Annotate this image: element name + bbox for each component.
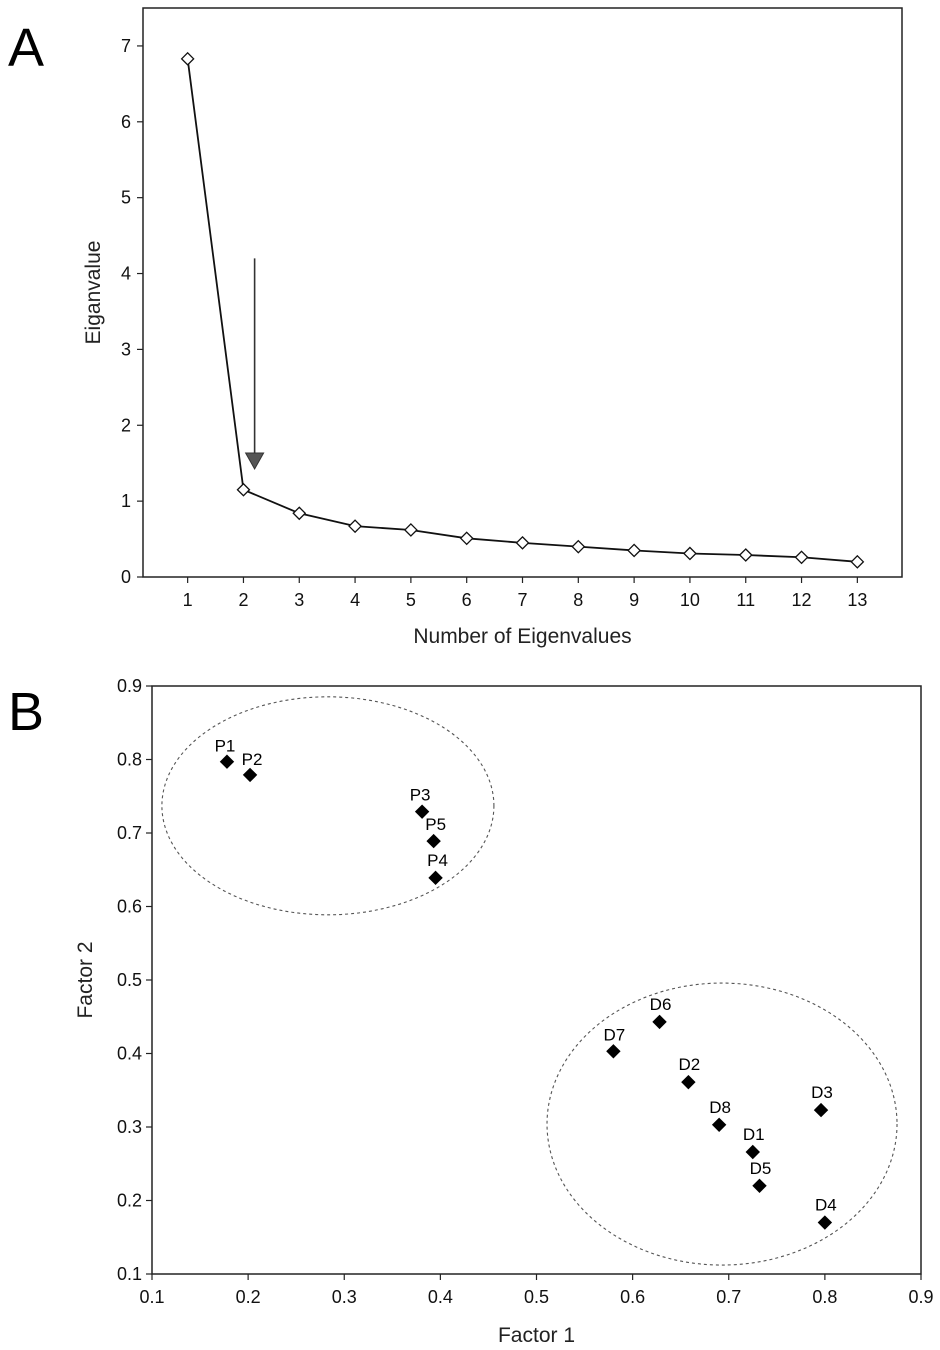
series-b: P1 P2 P3 P5 P4 D6 D7 D2 D8 D3 D1 D5 D4	[161, 696, 898, 1266]
point-label: D4	[815, 1196, 837, 1215]
data-point	[180, 51, 195, 66]
data-point	[428, 870, 443, 886]
data-point	[850, 554, 865, 569]
x-axis-label-b: Factor 1	[498, 1324, 575, 1347]
x-tick-label: 0.5	[524, 1287, 549, 1307]
y-tick-label: 6	[121, 112, 131, 132]
y-axis-label-b: Factor 2	[74, 941, 97, 1018]
y-tick-label: 0.4	[117, 1044, 142, 1064]
x-tick-label: 0.1	[139, 1287, 164, 1307]
data-point	[236, 482, 251, 497]
data-point	[627, 543, 642, 558]
arrow-head	[244, 452, 265, 471]
data-point	[242, 767, 258, 783]
point-label: D7	[604, 1025, 626, 1044]
data-point	[403, 523, 418, 537]
data-point	[606, 1044, 621, 1059]
data-point	[711, 1117, 727, 1133]
y-tick-label: 0.3	[117, 1117, 142, 1137]
y-tick-label: 2	[121, 415, 131, 435]
panel-label-b: B	[8, 682, 44, 742]
x-tick-label: 1	[183, 590, 193, 610]
x-tick-label: 0.4	[428, 1287, 453, 1307]
x-tick-label: 4	[350, 590, 360, 610]
panel-label-a: A	[8, 18, 44, 78]
point-label: D5	[750, 1159, 772, 1178]
data-point	[681, 1074, 696, 1090]
point-label: D3	[811, 1083, 833, 1102]
series-a	[180, 51, 865, 569]
y-tick-label: 0.2	[117, 1191, 142, 1211]
y-tick-label: 0.5	[117, 970, 142, 990]
point-label: D6	[650, 995, 672, 1014]
y-tick-label: 4	[121, 264, 131, 284]
x-tick-label: 2	[238, 590, 248, 610]
x-tick-label: 6	[462, 590, 472, 610]
point-label: P4	[427, 851, 448, 870]
axes-b: 0.1 0.2 0.3 0.4 0.5 0.6 0.7 0.8 0.9 0.1 0.2 0.3 0.4 0…	[117, 676, 934, 1307]
y-tick-label: 0.7	[117, 823, 142, 843]
point-label: P5	[425, 815, 446, 834]
x-tick-label: 0.7	[716, 1287, 741, 1307]
eigenvalue-line	[186, 58, 858, 563]
data-point	[515, 535, 530, 550]
x-tick-label: 7	[517, 590, 527, 610]
y-tick-label: 0.8	[117, 750, 142, 770]
x-tick-label: 13	[847, 590, 867, 610]
x-tick-label: 9	[629, 590, 639, 610]
data-point	[426, 833, 441, 849]
y-tick-label: 1	[121, 491, 131, 511]
y-tick-label: 0.1	[117, 1264, 142, 1284]
point-label: P2	[242, 750, 263, 769]
data-point	[817, 1215, 833, 1230]
data-point	[571, 539, 586, 554]
x-tick-label: 12	[792, 590, 812, 610]
y-tick-label: 0	[121, 567, 131, 587]
data-point	[745, 1144, 760, 1160]
y-tick-label: 7	[121, 36, 131, 56]
point-label: P3	[410, 786, 431, 805]
x-axis-label-a: Number of Eigenvalues	[413, 625, 631, 648]
x-tick-label: 0.6	[620, 1287, 645, 1307]
x-tick-label: 3	[294, 590, 304, 610]
data-point	[219, 754, 235, 769]
x-tick-label: 10	[680, 590, 700, 610]
data-point	[652, 1014, 667, 1030]
x-tick-label: 11	[736, 590, 755, 610]
data-point	[752, 1178, 767, 1194]
point-label: D8	[709, 1098, 731, 1117]
point-label: P1	[215, 737, 236, 756]
y-tick-label: 0.9	[117, 676, 142, 696]
factor-plot: 0.1 0.2 0.3 0.4 0.5 0.6 0.7 0.8 0.9 0.1 0.2 0.3 0.4 0…	[74, 676, 934, 1347]
y-tick-label: 3	[121, 339, 131, 359]
data-point	[414, 804, 430, 819]
x-tick-label: 0.2	[236, 1287, 261, 1307]
x-tick-label: 0.9	[908, 1287, 933, 1307]
data-point	[794, 550, 809, 565]
data-point	[813, 1102, 829, 1118]
y-tick-label: 5	[121, 188, 131, 208]
point-label: D2	[679, 1055, 701, 1074]
data-point	[348, 519, 362, 534]
data-point	[683, 546, 697, 561]
x-tick-label: 0.8	[812, 1287, 837, 1307]
x-tick-label: 5	[406, 590, 416, 610]
y-axis-label-a: Eiganvalue	[82, 241, 105, 345]
x-tick-label: 8	[573, 590, 583, 610]
y-tick-label: 0.6	[117, 897, 142, 917]
point-label: D1	[743, 1125, 765, 1144]
group-ellipse	[546, 982, 898, 1266]
group-ellipse	[161, 696, 495, 916]
x-tick-label: 0.3	[332, 1287, 357, 1307]
data-point	[292, 506, 307, 521]
plot-frame-a	[142, 7, 903, 578]
plot-frame-b	[151, 685, 922, 1275]
data-point	[459, 531, 474, 546]
data-point	[738, 548, 753, 562]
